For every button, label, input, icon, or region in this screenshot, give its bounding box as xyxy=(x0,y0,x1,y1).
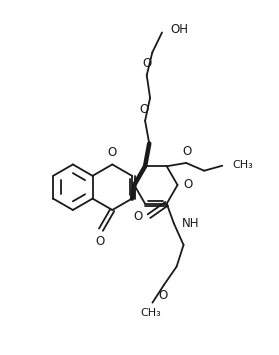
Text: CH₃: CH₃ xyxy=(232,160,253,170)
Text: OH: OH xyxy=(170,23,188,36)
Text: O: O xyxy=(139,103,149,116)
Text: O: O xyxy=(182,145,191,158)
Text: O: O xyxy=(96,235,105,248)
Text: CH₃: CH₃ xyxy=(141,308,162,318)
Text: O: O xyxy=(108,147,117,159)
Text: O: O xyxy=(142,58,151,71)
Text: O: O xyxy=(158,289,168,302)
Text: O: O xyxy=(184,179,193,191)
Text: O: O xyxy=(134,210,143,223)
Text: NH: NH xyxy=(182,217,199,230)
